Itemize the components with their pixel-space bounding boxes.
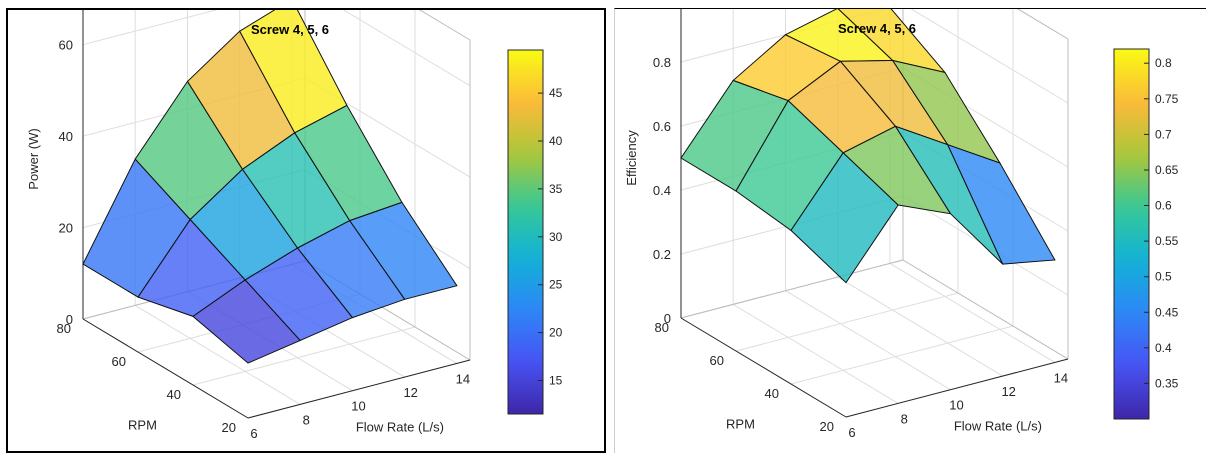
colorbar-tick-label: 0.45: [1155, 305, 1179, 319]
box-edge: [680, 259, 904, 319]
z-tick-label: 20: [59, 221, 73, 236]
grid-floor-y: [192, 326, 416, 386]
colorbar-tick-label: 0.6: [1155, 199, 1172, 213]
z-tick-label: 40: [59, 129, 73, 144]
x-tick-label: 6: [848, 425, 855, 440]
colorbar-tick-label: 0.4: [1155, 341, 1172, 355]
x-axis-label: Flow Rate (L/s): [356, 420, 444, 435]
y-axis-line: [680, 317, 847, 418]
grid-floor-x: [785, 290, 951, 391]
colorbar-tick-label: 0.75: [1155, 92, 1179, 106]
x-tick-label: 6: [250, 426, 257, 441]
x-tick-label: 12: [403, 385, 417, 400]
colorbar-tick-label: 0.5: [1155, 270, 1172, 284]
x-axis-label: Flow Rate (L/s): [954, 419, 1042, 434]
grid-floor-y: [735, 292, 959, 352]
grid-floor-x: [732, 303, 899, 404]
surface-patch: [348, 201, 458, 300]
colorbar: [507, 49, 544, 415]
power-surface-chart[interactable]: 6 8 10 12 14 20 40 60 800 20 40 60 Flow Rate (L/s) RP…: [8, 10, 608, 455]
z-tick-label: 60: [59, 38, 73, 53]
grid-floor-x: [837, 276, 1003, 377]
colorbar-tick-label: 0.8: [1155, 56, 1172, 70]
y-tick-label: 20: [222, 420, 236, 435]
colorbar-tick-label: 0.35: [1155, 376, 1179, 390]
colorbar-tick-label: 45: [549, 86, 563, 100]
grid-sidewall-z: [342, 10, 471, 87]
colorbar-tick-label: 0.65: [1155, 163, 1179, 177]
y-tick-label: 80: [655, 320, 669, 335]
box-edge: [419, 10, 471, 41]
grid-floor-y: [790, 325, 1014, 385]
chart-title: Screw 4, 5, 6: [838, 21, 916, 36]
z-axis-label: Power (W): [26, 128, 41, 189]
colorbar-tick-label: 15: [549, 374, 563, 388]
grid-sidewall-z: [910, 9, 1069, 104]
y-axis-label: RPM: [128, 418, 157, 433]
colorbar-tick-label: 30: [549, 230, 563, 244]
colorbar-tick-label: 25: [549, 278, 563, 292]
z-tick-label: 0.2: [653, 247, 671, 262]
y-tick-label: 20: [820, 419, 834, 434]
x-tick-label: 10: [949, 398, 963, 413]
z-axis-label: Efficiency: [624, 130, 639, 186]
chart-title: Screw 4, 5, 6: [251, 22, 329, 37]
x-axis-line: [247, 359, 471, 419]
box-edge: [1017, 9, 1069, 40]
surface-patch: [946, 143, 1056, 265]
y-tick-label: 60: [112, 354, 126, 369]
x-tick-label: 14: [456, 371, 470, 386]
x-tick-label: 8: [901, 411, 908, 426]
x-tick-label: 10: [351, 399, 365, 414]
y-axis-label: RPM: [726, 417, 755, 432]
z-tick-label: 0.4: [653, 183, 671, 198]
power-chart-panel: 6 8 10 12 14 20 40 60 80 0 20 40 60 Flow Rate (L/s) RP…: [6, 8, 606, 453]
x-tick-label: 14: [1054, 370, 1068, 385]
colorbar-tick-label: 0.55: [1155, 234, 1179, 248]
y-tick-label: 40: [765, 386, 779, 401]
z-tick-label: 0: [664, 311, 671, 326]
colorbar-tick-label: 35: [549, 182, 563, 196]
y-tick-label: 60: [710, 353, 724, 368]
y-axis-line: [82, 318, 249, 419]
colorbar-tick-label: 20: [549, 326, 563, 340]
grid-floor-x: [134, 304, 301, 405]
z-tick-label: 0.8: [653, 55, 671, 70]
x-tick-label: 12: [1001, 384, 1015, 399]
colorbar-tick-label: 0.7: [1155, 127, 1172, 141]
y-tick-label: 80: [57, 321, 71, 336]
x-axis-line: [845, 358, 1069, 418]
colorbar-tick-label: 40: [549, 134, 563, 148]
grid-floor-x: [889, 262, 1056, 363]
y-tick-label: 40: [167, 387, 181, 402]
grid-backwall-z: [82, 10, 218, 46]
z-tick-label: 0: [66, 312, 73, 327]
colorbar: [1113, 48, 1150, 420]
z-tick-label: 0.6: [653, 119, 671, 134]
box-edge: [902, 259, 1069, 360]
x-tick-label: 8: [303, 412, 310, 427]
